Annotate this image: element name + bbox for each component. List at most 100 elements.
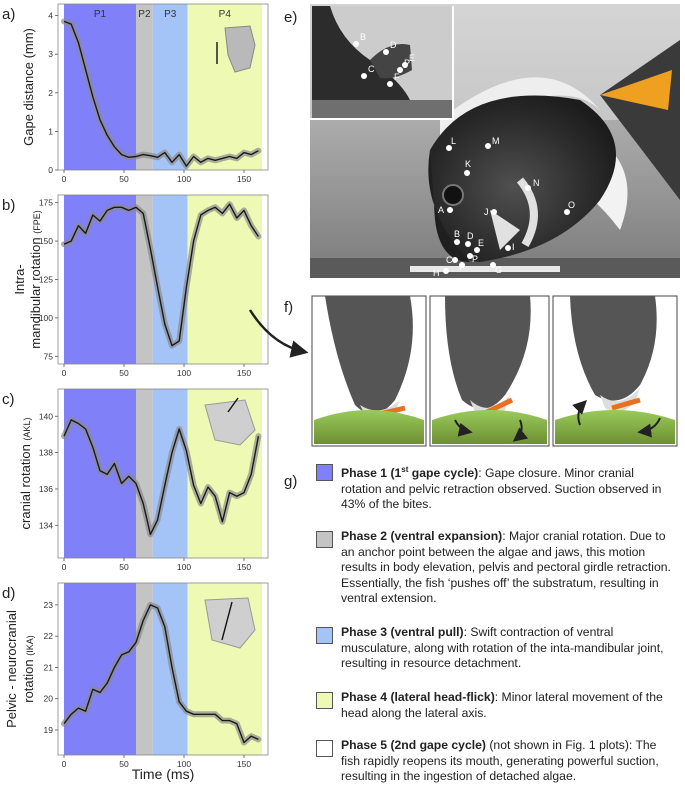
y-tick-label: 125 bbox=[39, 275, 53, 285]
y-tick-label: 75 bbox=[44, 351, 54, 361]
phase-label-2: P2 bbox=[138, 9, 151, 20]
chart-panel-b: 75 100 125 150 175 0 50 100 150 b) Intra-mandibula… bbox=[2, 194, 269, 378]
inset-landmark-c bbox=[361, 73, 367, 79]
x-tick-label: 150 bbox=[237, 368, 251, 378]
y-tick-label: 140 bbox=[39, 411, 53, 421]
legend-text-phase3: : Swift contraction of ventral musculatu… bbox=[341, 625, 664, 670]
y-tick-label: 150 bbox=[39, 236, 53, 246]
landmark-b bbox=[454, 239, 460, 245]
panel-letter-e: e) bbox=[284, 9, 297, 26]
landmark-m bbox=[485, 143, 491, 149]
x-tick-label: 0 bbox=[62, 562, 67, 572]
landmark-label-i: I bbox=[512, 242, 515, 252]
legend-swatch-phase4 bbox=[316, 692, 333, 709]
y-tick-label: 19 bbox=[44, 725, 54, 735]
plot-frame bbox=[57, 582, 269, 756]
chart-panel-c: 134 136 138 140 0 50 100 150 c)cranial rotation … bbox=[2, 388, 269, 572]
series-line bbox=[63, 203, 259, 347]
panel-letter: a) bbox=[2, 6, 15, 23]
landmark-label-g: G bbox=[495, 265, 502, 275]
inset-landmark-e bbox=[402, 62, 408, 68]
legend-title-phase4: Phase 4 (lateral head-flick) bbox=[341, 690, 495, 704]
legend-text-phase1: : Gape closure. Minor cranial rotation a… bbox=[341, 466, 662, 512]
landmark-l bbox=[446, 145, 452, 151]
legend-title-phase5: Phase 5 (2nd gape cycle) bbox=[341, 738, 486, 752]
fish-photograph bbox=[310, 4, 680, 278]
x-tick-label: 150 bbox=[237, 562, 251, 572]
x-tick-label: 100 bbox=[177, 759, 191, 769]
x-tick-label: 50 bbox=[119, 562, 129, 572]
phase-label-3: P3 bbox=[164, 9, 177, 20]
landmark-label-d: D bbox=[467, 231, 474, 241]
y-tick-label: 134 bbox=[39, 520, 53, 530]
illustration-frame-1 bbox=[311, 295, 427, 447]
landmark-o bbox=[564, 209, 570, 215]
inset-landmark-label-c: C bbox=[368, 64, 375, 74]
y-axis-label-line2: mandibular rotation (FPE) bbox=[28, 210, 43, 348]
legend-swatch-phase1 bbox=[316, 464, 333, 481]
inset-landmark-label-p: P bbox=[404, 58, 410, 68]
inset-landmark-b bbox=[353, 41, 359, 47]
inset-landmark-d bbox=[383, 49, 389, 55]
series-line bbox=[63, 604, 259, 744]
legend-text-phase5: (not shown in Fig. 1 plots): The fish ra… bbox=[341, 738, 659, 783]
landmark-k bbox=[464, 170, 470, 176]
x-tick-label: 0 bbox=[62, 759, 67, 769]
y-axis-label-line2: rotation (IKA) bbox=[21, 635, 36, 703]
x-tick-label: 100 bbox=[177, 368, 191, 378]
phase-band-2 bbox=[136, 4, 153, 170]
series-line bbox=[63, 419, 260, 536]
landmark-f bbox=[459, 262, 465, 268]
x-tick-label: 150 bbox=[237, 174, 251, 184]
landmark-label-j: J bbox=[484, 207, 489, 217]
legend-title-phase3: Phase 3 (ventral pull) bbox=[341, 625, 464, 639]
phase-label-1: P1 bbox=[94, 9, 107, 20]
inset-landmark-label-b: B bbox=[360, 32, 366, 42]
landmark-label-b: B bbox=[454, 229, 460, 239]
legend-swatch-phase2 bbox=[316, 531, 333, 548]
landmark-label-p: P bbox=[472, 254, 478, 264]
landmark-label-c: C bbox=[446, 255, 453, 265]
x-tick-label: 150 bbox=[237, 759, 251, 769]
angle-line-icon bbox=[221, 601, 233, 641]
x-tick-label: 100 bbox=[177, 562, 191, 572]
chart-panel-d: 19 20 21 22 23 0 50 100 150 d) Pelvic - neurocrani… bbox=[2, 582, 269, 769]
landmark-label-h: H bbox=[433, 268, 440, 278]
y-tick-label: 138 bbox=[39, 448, 53, 458]
landmark-h bbox=[443, 268, 449, 274]
landmark-c bbox=[452, 257, 458, 263]
landmark-label-l: L bbox=[451, 136, 456, 146]
inset-landmark-f bbox=[387, 81, 393, 87]
y-tick-label: 22 bbox=[44, 631, 54, 641]
landmark-label-m: M bbox=[492, 136, 500, 146]
illustration-frame-3 bbox=[552, 295, 678, 447]
phase-label-4: P4 bbox=[219, 9, 232, 20]
phase-band-3 bbox=[152, 4, 188, 170]
x-axis-label: Time (ms) bbox=[132, 766, 194, 782]
landmark-n bbox=[525, 185, 531, 191]
landmark-label-n: N bbox=[533, 178, 540, 188]
y-tick-label: 136 bbox=[39, 484, 53, 494]
y-axis-unit: (IKA) bbox=[25, 635, 35, 656]
phase-band-1 bbox=[64, 583, 136, 755]
inset-landmark-p bbox=[397, 67, 403, 73]
panel-letter-g: g) bbox=[284, 473, 297, 490]
landmark-p bbox=[467, 253, 473, 259]
legend-swatch-phase5 bbox=[316, 740, 333, 757]
y-tick-label: 0 bbox=[48, 165, 53, 175]
inset-landmark-label-d: D bbox=[390, 40, 397, 50]
pelvis-schematic-icon bbox=[204, 597, 256, 649]
tail-stripe-icon bbox=[600, 70, 672, 110]
landmark-label-f: F bbox=[459, 262, 465, 272]
x-tick-label: 50 bbox=[119, 759, 129, 769]
y-tick-label: 2 bbox=[48, 88, 53, 98]
panel-letter: b) bbox=[2, 197, 15, 214]
y-tick-label: 21 bbox=[44, 662, 54, 672]
y-tick-label: 175 bbox=[39, 198, 53, 208]
motion-arrow-icon bbox=[454, 419, 473, 437]
landmark-e bbox=[474, 247, 480, 253]
plot-frame bbox=[57, 3, 269, 171]
y-axis-label: Gape distance (mm) bbox=[21, 28, 36, 146]
inset-landmark-label-e: E bbox=[409, 53, 415, 63]
